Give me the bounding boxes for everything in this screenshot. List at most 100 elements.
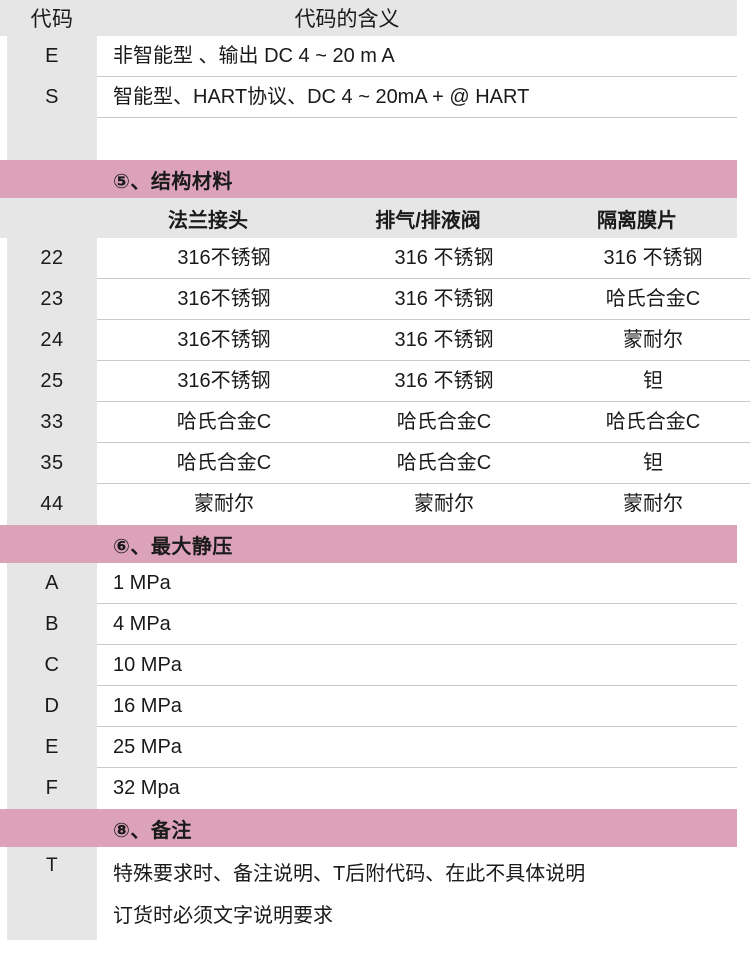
material-vent-valve-value: 蒙耐尔 — [414, 492, 474, 515]
row-code-label: A — [45, 572, 59, 594]
material-header-cells: 法兰接头 排气/排液阀 隔离膜片 — [97, 198, 737, 238]
row-code-label: T — [45, 855, 59, 876]
row-code-label: 25 — [40, 370, 64, 392]
material-column-header-diaphragm: 隔离膜片 — [597, 209, 677, 232]
row-code-cell: E — [0, 45, 97, 68]
table-row: 23 316不锈钢 316 不锈钢 哈氏合金C — [0, 279, 750, 320]
row-meaning-cell: 哈氏合金C 哈氏合金C 钽 — [97, 443, 750, 484]
row-code-label: D — [44, 695, 60, 717]
row-code-label: C — [44, 654, 60, 676]
row-meaning-cell: 316不锈钢 316 不锈钢 哈氏合金C — [97, 279, 750, 320]
header-meaning-cell: 代码的含义 — [294, 8, 400, 31]
table-row: C 10 MPa — [0, 645, 737, 686]
material-flange-value: 316不锈钢 — [177, 369, 271, 392]
row-code-label: S — [45, 86, 59, 108]
material-vent-valve-value: 316 不锈钢 — [394, 246, 494, 269]
row-code-label: E — [45, 736, 59, 758]
table-row-remarks: T 特殊要求时、备注说明、T后附代码、在此不具体说明 订货时必须文字说明要求 — [0, 847, 737, 943]
row-code-cell: C — [0, 654, 97, 677]
material-diaphragm-value: 钽 — [643, 451, 663, 474]
row-code-cell: B — [0, 613, 97, 636]
section-title: ⑥、最大静压 — [113, 535, 233, 558]
remarks-line-2: 订货时必须文字说明要求 — [113, 905, 333, 927]
table-header-row: 代码 代码的含义 — [0, 0, 737, 36]
row-code-label: E — [45, 45, 59, 67]
row-meaning-cell: 316不锈钢 316 不锈钢 蒙耐尔 — [97, 320, 750, 361]
table-row: 25 316不锈钢 316 不锈钢 钽 — [0, 361, 750, 402]
material-vent-valve-value: 316 不锈钢 — [394, 287, 494, 310]
row-meaning-cell: 16 MPa — [97, 686, 737, 727]
table-row: B 4 MPa — [0, 604, 737, 645]
row-code-cell: 44 — [0, 493, 97, 516]
table-row: E 非智能型 、输出 DC 4 ~ 20 m A — [0, 36, 737, 77]
table-row: 35 哈氏合金C 哈氏合金C 钽 — [0, 443, 750, 484]
section-title: ⑧、备注 — [113, 819, 192, 842]
table-row: 24 316不锈钢 316 不锈钢 蒙耐尔 — [0, 320, 750, 361]
row-meaning-cell: 智能型、HART协议、DC 4 ~ 20mA + @ HART — [97, 77, 737, 118]
table-blank-row — [0, 118, 737, 160]
row-code-cell: S — [0, 86, 97, 109]
code-column-band — [7, 0, 97, 940]
material-vent-valve-value: 哈氏合金C — [396, 410, 492, 433]
material-flange-value: 316不锈钢 — [177, 287, 271, 310]
table-row: S 智能型、HART协议、DC 4 ~ 20mA + @ HART — [0, 77, 737, 118]
row-meaning-cell: 316不锈钢 316 不锈钢 316 不锈钢 — [97, 238, 750, 279]
row-meaning-cell: 1 MPa — [97, 563, 737, 604]
material-flange-value: 哈氏合金C — [176, 410, 272, 433]
material-flange-value: 316不锈钢 — [177, 328, 271, 351]
material-diaphragm-value: 钽 — [643, 369, 663, 392]
row-code-cell: F — [0, 777, 97, 800]
header-code-label: 代码 — [30, 8, 74, 31]
row-code-label: 35 — [40, 452, 64, 474]
section-header-remarks: ⑧、备注 — [0, 809, 737, 847]
material-column-header-row: 法兰接头 排气/排液阀 隔离膜片 — [0, 198, 737, 238]
row-code-cell: A — [0, 572, 97, 595]
row-meaning-cell: 非智能型 、输出 DC 4 ~ 20 m A — [97, 36, 737, 77]
section-header-max-static-pressure: ⑥、最大静压 — [0, 525, 737, 563]
table-row: F 32 Mpa — [0, 768, 737, 809]
table-row: 44 蒙耐尔 蒙耐尔 蒙耐尔 — [0, 484, 750, 525]
row-code-label: F — [45, 777, 59, 799]
material-flange-value: 蒙耐尔 — [194, 492, 254, 515]
remarks-line-1: 特殊要求时、备注说明、T后附代码、在此不具体说明 — [113, 863, 586, 885]
material-flange-value: 316不锈钢 — [177, 246, 271, 269]
row-code-cell: T — [0, 847, 97, 943]
table-row: 33 哈氏合金C 哈氏合金C 哈氏合金C — [0, 402, 750, 443]
material-vent-valve-value: 316 不锈钢 — [394, 328, 494, 351]
table-row: 22 316不锈钢 316 不锈钢 316 不锈钢 — [0, 238, 750, 279]
row-meaning-cell: 316不锈钢 316 不锈钢 钽 — [97, 361, 750, 402]
row-code-label: 24 — [40, 329, 64, 351]
row-meaning-cell: 25 MPa — [97, 727, 737, 768]
row-code-label: 22 — [40, 247, 64, 269]
row-code-label: 33 — [40, 411, 64, 433]
row-code-cell: 25 — [0, 370, 97, 393]
material-flange-value: 哈氏合金C — [176, 451, 272, 474]
section-title: ⑤、结构材料 — [113, 170, 233, 193]
row-meaning-cell: 4 MPa — [97, 604, 737, 645]
row-meaning-cell: 特殊要求时、备注说明、T后附代码、在此不具体说明 订货时必须文字说明要求 — [97, 847, 737, 943]
header-code-cell: 代码 — [0, 3, 97, 33]
row-meaning-cell: 蒙耐尔 蒙耐尔 蒙耐尔 — [97, 484, 750, 525]
row-code-cell: E — [0, 736, 97, 759]
material-diaphragm-value: 316 不锈钢 — [603, 246, 703, 269]
material-column-header-flange: 法兰接头 — [168, 209, 248, 232]
table-row: E 25 MPa — [0, 727, 737, 768]
table-row: A 1 MPa — [0, 563, 737, 604]
material-diaphragm-value: 哈氏合金C — [605, 410, 701, 433]
material-diaphragm-value: 哈氏合金C — [605, 287, 701, 310]
row-code-cell: D — [0, 695, 97, 718]
row-code-label: B — [45, 613, 59, 635]
row-code-cell: 35 — [0, 452, 97, 475]
material-diaphragm-value: 蒙耐尔 — [623, 492, 683, 515]
row-code-cell: 24 — [0, 329, 97, 352]
material-column-header-vent-valve: 排气/排液阀 — [375, 209, 481, 232]
table-rows: 代码 代码的含义 E 非智能型 、输出 DC 4 ~ 20 m A S 智能型、… — [0, 0, 750, 943]
row-code-label: 23 — [40, 288, 64, 310]
row-code-cell: 33 — [0, 411, 97, 434]
material-diaphragm-value: 蒙耐尔 — [623, 328, 683, 351]
blank-meaning-cell — [97, 118, 737, 160]
section-header-structure-material: ⑤、结构材料 — [0, 160, 737, 198]
row-code-label: 44 — [40, 493, 64, 515]
row-meaning-cell: 10 MPa — [97, 645, 737, 686]
